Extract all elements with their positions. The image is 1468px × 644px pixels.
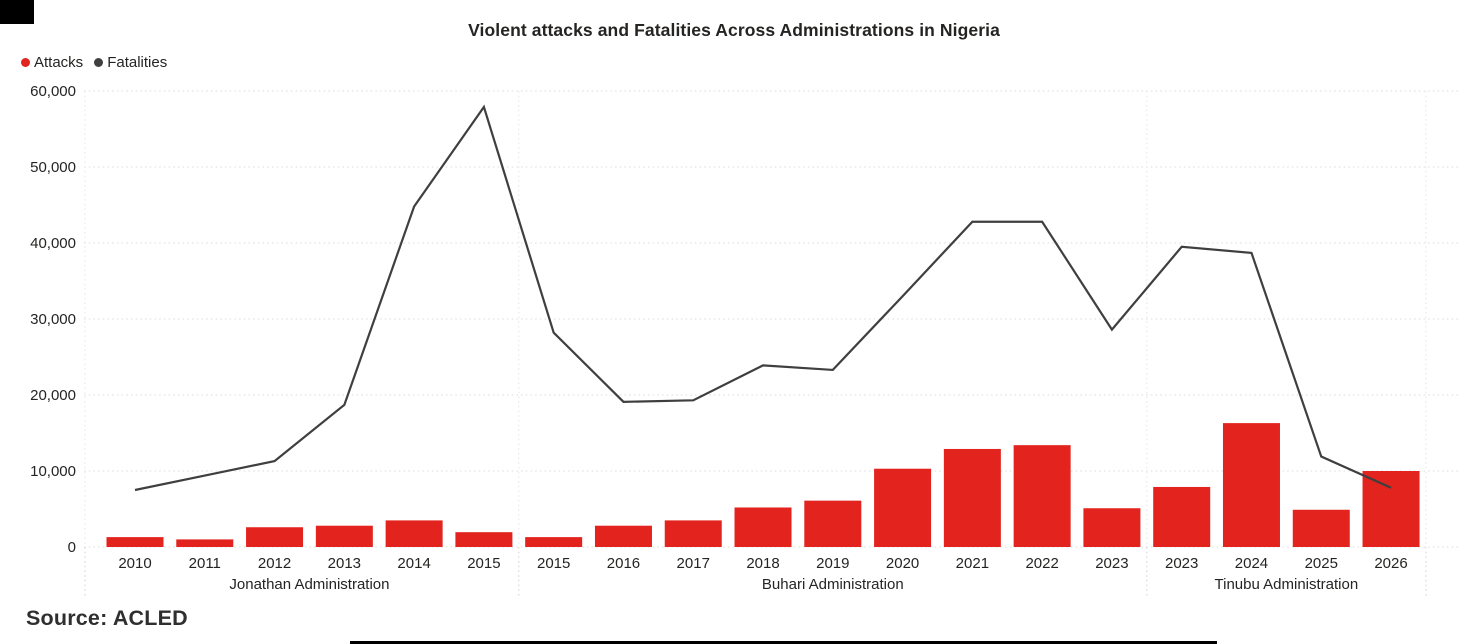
attacks-bar-2015-5[interactable] bbox=[455, 532, 513, 547]
attacks-bar-2014-4[interactable] bbox=[385, 520, 443, 547]
x-axis-year-label: 2021 bbox=[956, 555, 989, 572]
attacks-bar-2015-6[interactable] bbox=[525, 537, 583, 547]
attacks-bar-2010-0[interactable] bbox=[106, 537, 164, 547]
attacks-bar-2023-14[interactable] bbox=[1083, 508, 1141, 547]
attacks-bar-2019-10[interactable] bbox=[804, 500, 862, 547]
x-axis-year-label: 2019 bbox=[816, 555, 849, 572]
x-axis-year-label: 2015 bbox=[467, 555, 500, 572]
y-axis-tick-label: 20,000 bbox=[30, 387, 76, 404]
x-axis-year-label: 2025 bbox=[1305, 555, 1338, 572]
attacks-bar-2023-15[interactable] bbox=[1153, 486, 1211, 547]
attacks-bar-2024-16[interactable] bbox=[1222, 423, 1280, 547]
attacks-bar-2013-3[interactable] bbox=[315, 525, 373, 547]
x-axis-year-label: 2010 bbox=[118, 555, 151, 572]
x-axis-year-label: 2013 bbox=[328, 555, 361, 572]
attacks-bar-2022-13[interactable] bbox=[1013, 445, 1071, 547]
x-axis-year-label: 2022 bbox=[1025, 555, 1058, 572]
x-axis-year-label: 2026 bbox=[1374, 555, 1407, 572]
x-axis-year-label: 2012 bbox=[258, 555, 291, 572]
source-attribution: Source: ACLED bbox=[26, 606, 188, 630]
y-axis-tick-label: 0 bbox=[68, 539, 76, 556]
x-axis-year-label: 2018 bbox=[746, 555, 779, 572]
attacks-bar-2016-7[interactable] bbox=[594, 525, 652, 547]
y-axis-tick-label: 40,000 bbox=[30, 235, 76, 252]
screenshot-corner-artifact bbox=[0, 0, 34, 24]
attacks-bar-2021-12[interactable] bbox=[943, 448, 1001, 547]
attacks-bar-2012-2[interactable] bbox=[246, 527, 304, 547]
legend-label-attacks: Attacks bbox=[34, 54, 84, 71]
fatalities-line[interactable] bbox=[134, 104, 1392, 492]
x-axis-year-label: 2015 bbox=[537, 555, 570, 572]
y-axis-tick-label: 50,000 bbox=[30, 159, 76, 176]
x-axis-year-label: 2016 bbox=[607, 555, 640, 572]
fatalities-dot-icon bbox=[94, 58, 104, 67]
attacks-dot-icon bbox=[21, 58, 30, 67]
attacks-bar-2017-8[interactable] bbox=[664, 520, 722, 547]
legend-label-fatalities: Fatalities bbox=[107, 54, 168, 71]
attacks-bar-2018-9[interactable] bbox=[734, 507, 792, 547]
y-axis-tick-label: 60,000 bbox=[30, 83, 76, 100]
administration-group-label: Jonathan Administration bbox=[229, 576, 389, 593]
administration-group-label: Tinubu Administration bbox=[1215, 576, 1359, 593]
legend-item-attacks[interactable]: Attacks bbox=[21, 54, 83, 71]
y-axis-tick-label: 30,000 bbox=[30, 311, 76, 328]
attacks-bar-2020-11[interactable] bbox=[874, 468, 932, 547]
administration-group-label: Buhari Administration bbox=[762, 576, 904, 593]
x-axis-year-label: 2020 bbox=[886, 555, 919, 572]
attacks-bar-2026-18[interactable] bbox=[1362, 471, 1420, 547]
y-axis-tick-label: 10,000 bbox=[30, 463, 76, 480]
x-axis-year-label: 2023 bbox=[1095, 555, 1128, 572]
attacks-bar-2011-1[interactable] bbox=[176, 539, 234, 547]
chart-legend: Attacks Fatalities bbox=[21, 54, 167, 71]
x-axis-year-label: 2023 bbox=[1165, 555, 1198, 572]
screenshot-bottom-edge-artifact bbox=[350, 641, 1217, 644]
x-axis-year-label: 2024 bbox=[1235, 555, 1268, 572]
chart-title: Violent attacks and Fatalities Across Ad… bbox=[468, 20, 1000, 40]
attacks-bar-2025-17[interactable] bbox=[1292, 509, 1350, 547]
x-axis-year-label: 2014 bbox=[397, 555, 430, 572]
x-axis-year-label: 2011 bbox=[189, 555, 221, 572]
x-axis-year-label: 2017 bbox=[677, 555, 710, 572]
legend-item-fatalities[interactable]: Fatalities bbox=[94, 54, 167, 71]
